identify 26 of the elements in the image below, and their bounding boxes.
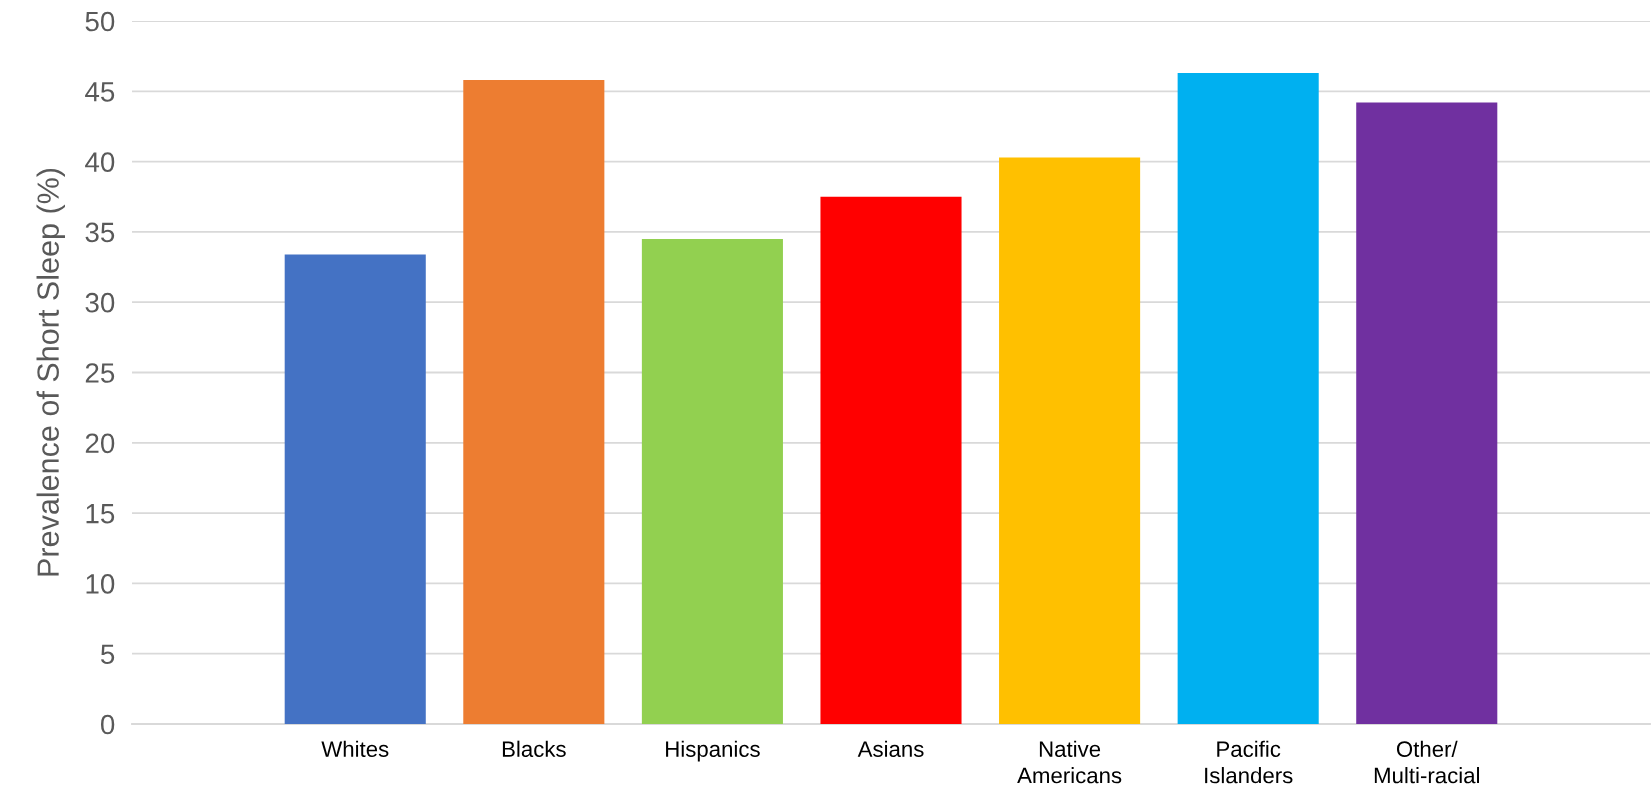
y-tick-label: 15	[86, 504, 115, 524]
y-tick-label: 35	[85, 222, 115, 243]
y-tick-label: 20	[85, 433, 115, 454]
x-tick-label: Native Americans	[1017, 740, 1122, 784]
x-tick-label: Asians	[857, 740, 924, 757]
y-tick-label: 50	[85, 11, 115, 32]
x-tick-label: Hispanics	[666, 740, 760, 762]
y-tick-label: 40	[85, 152, 115, 172]
bar	[1356, 102, 1498, 724]
bar	[284, 254, 426, 724]
y-axis-title: Prevalence of Short Sleep (%)	[36, 168, 65, 576]
y-tick-label: 10	[86, 574, 115, 594]
y-tick-label: 0	[100, 714, 115, 735]
bar	[641, 238, 783, 724]
y-tick-label: 45	[85, 82, 115, 102]
bar	[999, 157, 1141, 724]
x-tick-label: Other/ Multi-racial	[1374, 740, 1479, 784]
y-tick-label: 5	[101, 644, 115, 665]
x-tick-label: Blacks	[502, 740, 566, 757]
x-tick-label: Pacific Islanders	[1205, 740, 1293, 784]
bar	[463, 80, 605, 724]
x-tick-label: Whites	[321, 740, 389, 757]
bar	[820, 196, 962, 724]
bar	[1177, 73, 1319, 724]
y-tick-label: 30	[85, 292, 115, 313]
y-tick-label: 25	[85, 363, 115, 383]
